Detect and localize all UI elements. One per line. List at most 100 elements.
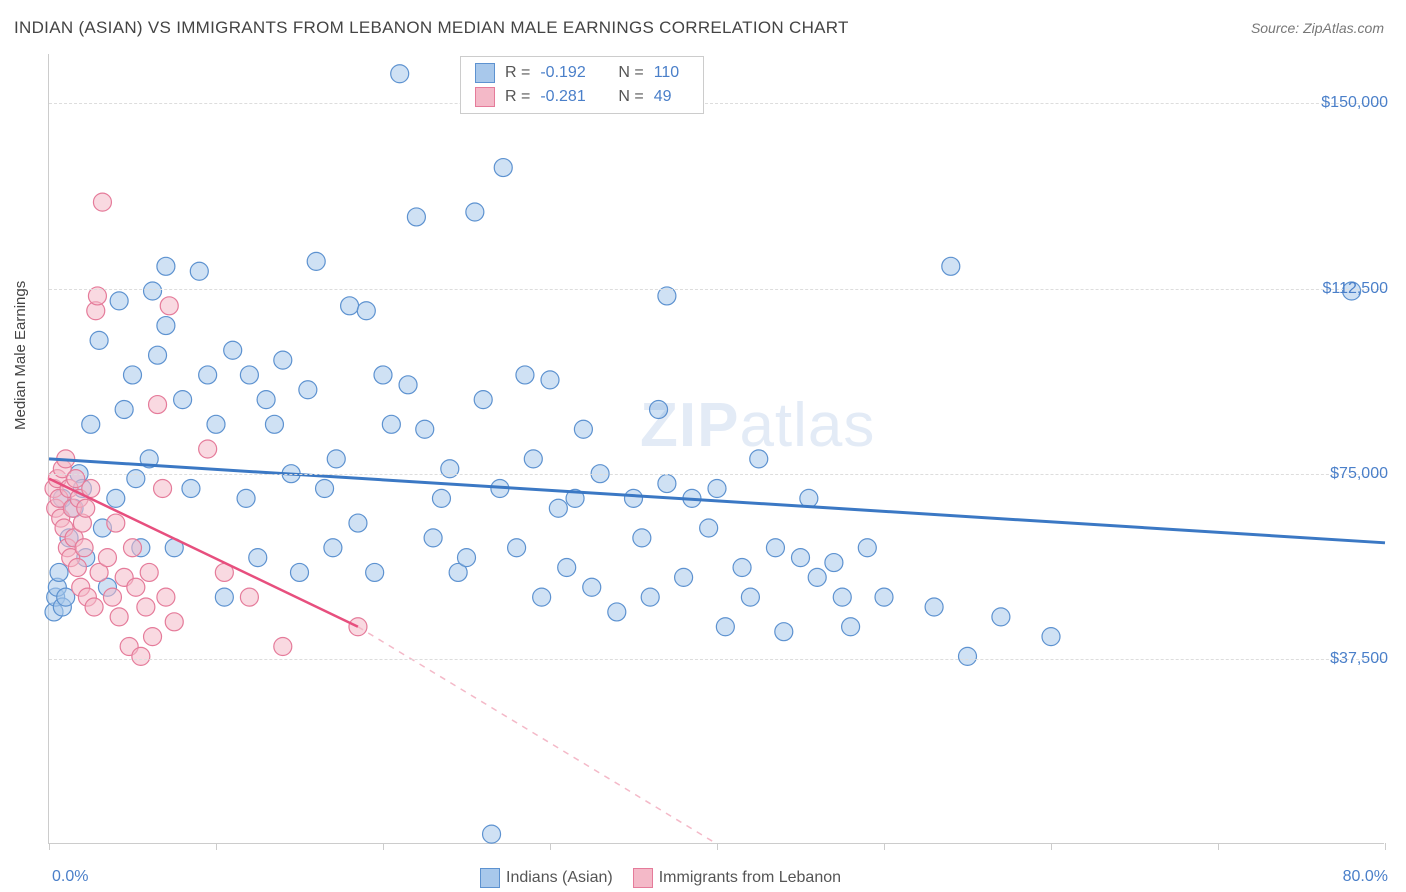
scatter-point: [265, 415, 283, 433]
scatter-point: [50, 563, 68, 581]
scatter-point: [574, 420, 592, 438]
chart-container: INDIAN (ASIAN) VS IMMIGRANTS FROM LEBANO…: [0, 0, 1406, 892]
scatter-point: [494, 159, 512, 177]
scatter-point: [483, 825, 501, 843]
scatter-point: [182, 480, 200, 498]
scatter-point: [524, 450, 542, 468]
gridline: [49, 289, 1384, 290]
gridline: [49, 474, 1384, 475]
x-tick: [216, 843, 217, 850]
legend-n-label: N =: [618, 64, 643, 82]
chart-title: INDIAN (ASIAN) VS IMMIGRANTS FROM LEBANO…: [14, 18, 849, 38]
scatter-point: [327, 450, 345, 468]
scatter-point: [77, 499, 95, 517]
scatter-point: [174, 391, 192, 409]
plot-area: [48, 54, 1384, 844]
scatter-point: [658, 475, 676, 493]
scatter-point: [103, 588, 121, 606]
scatter-point: [399, 376, 417, 394]
scatter-point: [792, 549, 810, 567]
scatter-point: [149, 346, 167, 364]
scatter-point: [190, 262, 208, 280]
scatter-point: [127, 578, 145, 596]
scatter-point: [107, 514, 125, 532]
scatter-point: [115, 401, 133, 419]
scatter-point: [124, 539, 142, 557]
scatter-point: [382, 415, 400, 433]
scatter-point: [466, 203, 484, 221]
scatter-point: [733, 559, 751, 577]
scatter-point: [416, 420, 434, 438]
scatter-point: [925, 598, 943, 616]
scatter-point: [88, 287, 106, 305]
scatter-point: [157, 317, 175, 335]
scatter-point: [458, 549, 476, 567]
scatter-point: [407, 208, 425, 226]
scatter-point: [608, 603, 626, 621]
legend-swatch-icon: [480, 868, 500, 888]
scatter-point: [349, 514, 367, 532]
scatter-point: [90, 331, 108, 349]
x-tick: [550, 843, 551, 850]
scatter-point: [875, 588, 893, 606]
chart-svg: [49, 54, 1384, 843]
gridline: [49, 659, 1384, 660]
scatter-point: [110, 608, 128, 626]
legend-n-label: N =: [618, 88, 643, 106]
scatter-point: [75, 539, 93, 557]
scatter-point: [124, 366, 142, 384]
x-tick: [1051, 843, 1052, 850]
scatter-point: [68, 559, 86, 577]
source-label: Source: ZipAtlas.com: [1251, 20, 1384, 36]
legend-item-1: Immigrants from Lebanon: [633, 868, 841, 888]
scatter-point: [658, 287, 676, 305]
y-axis-label: Median Male Earnings: [12, 281, 29, 430]
scatter-point: [299, 381, 317, 399]
scatter-point: [85, 598, 103, 616]
scatter-point: [98, 549, 116, 567]
scatter-point: [240, 588, 258, 606]
scatter-point: [144, 282, 162, 300]
legend-r-label: R =: [505, 88, 530, 106]
scatter-point: [366, 563, 384, 581]
scatter-point: [633, 529, 651, 547]
legend-swatch-icon: [475, 87, 495, 107]
scatter-point: [992, 608, 1010, 626]
scatter-point: [249, 549, 267, 567]
scatter-point: [132, 647, 150, 665]
legend-r-value: -0.281: [540, 88, 600, 106]
scatter-point: [675, 568, 693, 586]
scatter-point: [160, 297, 178, 315]
scatter-point: [716, 618, 734, 636]
scatter-point: [391, 65, 409, 83]
scatter-point: [516, 366, 534, 384]
scatter-point: [942, 257, 960, 275]
scatter-point: [766, 539, 784, 557]
scatter-point: [157, 588, 175, 606]
scatter-point: [533, 588, 551, 606]
scatter-point: [291, 563, 309, 581]
scatter-point: [357, 302, 375, 320]
scatter-point: [316, 480, 334, 498]
legend-n-value: 110: [654, 64, 689, 82]
scatter-point: [424, 529, 442, 547]
gridline: [49, 103, 1384, 104]
scatter-point: [842, 618, 860, 636]
scatter-point: [1042, 628, 1060, 646]
scatter-point: [149, 396, 167, 414]
scatter-point: [775, 623, 793, 641]
scatter-point: [137, 598, 155, 616]
scatter-point: [858, 539, 876, 557]
x-tick: [1385, 843, 1386, 850]
scatter-point: [165, 613, 183, 631]
scatter-point: [93, 193, 111, 211]
scatter-point: [224, 341, 242, 359]
scatter-point: [374, 366, 392, 384]
scatter-point: [641, 588, 659, 606]
scatter-point: [274, 638, 292, 656]
legend-correlation: R = -0.192 N = 110 R = -0.281 N = 49: [460, 56, 704, 114]
scatter-point: [157, 257, 175, 275]
scatter-point: [558, 559, 576, 577]
scatter-point: [583, 578, 601, 596]
scatter-point: [549, 499, 567, 517]
